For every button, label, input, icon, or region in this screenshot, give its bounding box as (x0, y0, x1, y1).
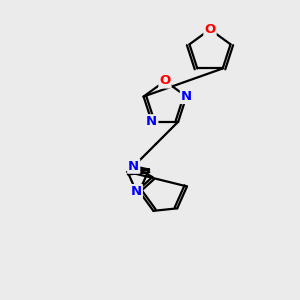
Text: O: O (159, 74, 171, 88)
Text: N: N (181, 90, 192, 103)
Text: N: N (128, 160, 139, 173)
Text: N: N (131, 185, 142, 198)
Text: O: O (204, 23, 216, 36)
Text: N: N (146, 115, 157, 128)
